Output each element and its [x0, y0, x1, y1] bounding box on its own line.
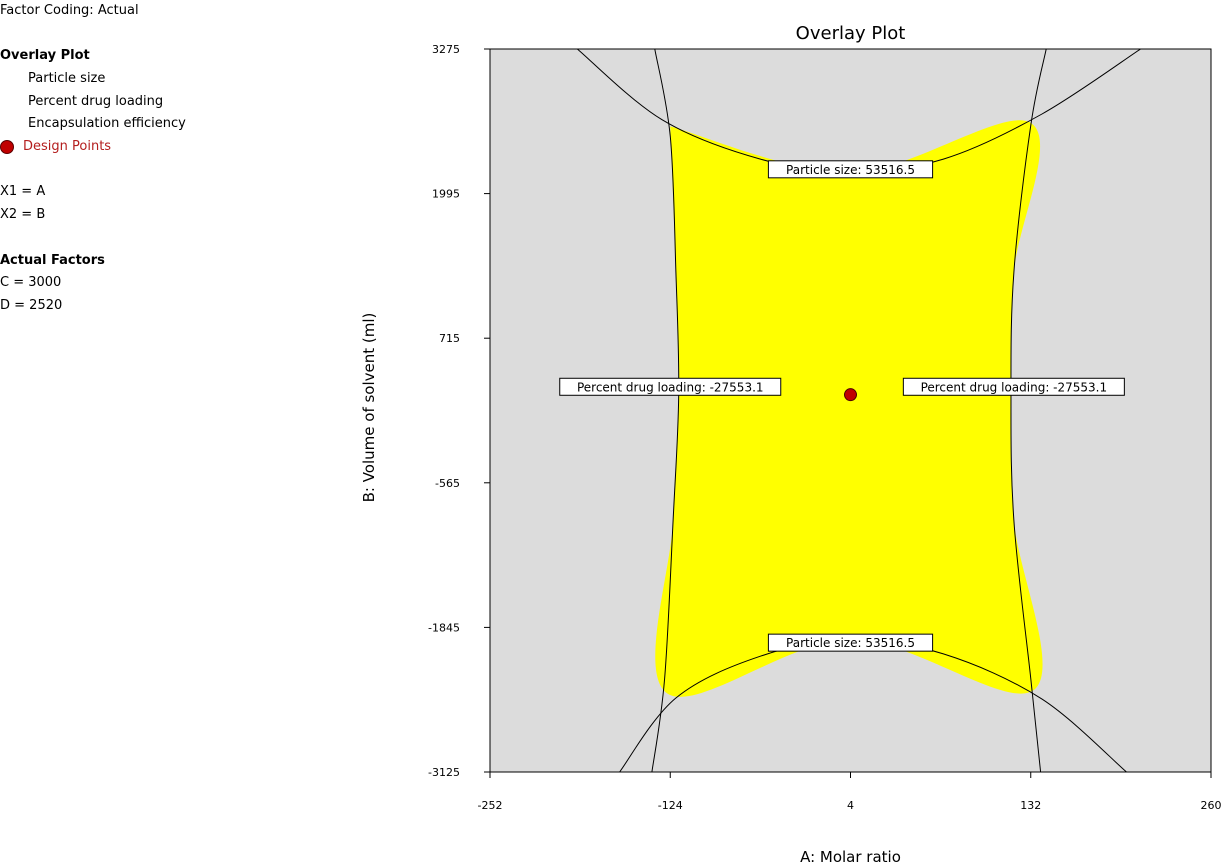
x2-mapping: X2 = B	[0, 207, 46, 222]
contour-label: Particle size: 53516.5	[786, 636, 915, 650]
x1-mapping: X1 = A	[0, 184, 46, 199]
overlay-section-title: Overlay Plot	[0, 48, 90, 63]
contour-label-box	[767, 633, 934, 652]
contour-label: Percent drug loading: -27553.1	[921, 380, 1108, 394]
x-tick-label: 260	[1201, 799, 1221, 812]
y-tick-label: 1995	[432, 188, 460, 201]
contour-label-box	[559, 377, 782, 396]
response-encapsulation-efficiency: Encapsulation efficiency	[28, 116, 186, 131]
design-point-icon	[0, 140, 14, 154]
legend-design-points: Design Points	[0, 139, 111, 155]
overlay-plot: -252 -124 4 132 260 3275 1995 715 -565 -1845 -3125…	[360, 23, 1221, 866]
contour-label-box	[902, 377, 1125, 396]
x-tick-label: -252	[478, 799, 503, 812]
y-axis-label: B: Volume of solvent (ml)	[360, 313, 378, 503]
y-tick-label: 3275	[432, 43, 460, 56]
contour-label: Particle size: 53516.5	[786, 163, 915, 177]
y-tick-label: 715	[439, 332, 460, 345]
factor-coding-label: Factor Coding: Actual	[0, 3, 139, 18]
factor-c-value: C = 3000	[0, 275, 62, 290]
chart-title: Overlay Plot	[796, 23, 906, 44]
x-tick-label: 4	[847, 799, 854, 812]
response-percent-drug-loading: Percent drug loading	[28, 94, 164, 109]
x-axis-label: A: Molar ratio	[800, 848, 901, 866]
x-tick-label: 132	[1020, 799, 1041, 812]
feasible-region	[655, 120, 1043, 697]
y-tick-label: -1845	[428, 621, 460, 634]
design-point	[844, 388, 857, 402]
response-particle-size: Particle size	[28, 71, 106, 86]
contour-label: Percent drug loading: -27553.1	[577, 380, 764, 394]
design-points-label: Design Points	[23, 139, 112, 154]
legend-panel: Factor Coding: Actual Overlay Plot Parti…	[0, 0, 330, 867]
x-tick-label: -124	[658, 799, 683, 812]
actual-factors-title: Actual Factors	[0, 253, 105, 268]
y-tick-label: -3125	[428, 766, 460, 779]
contour-label-box	[767, 160, 934, 179]
y-tick-label: -565	[435, 477, 460, 490]
factor-d-value: D = 2520	[0, 298, 63, 313]
